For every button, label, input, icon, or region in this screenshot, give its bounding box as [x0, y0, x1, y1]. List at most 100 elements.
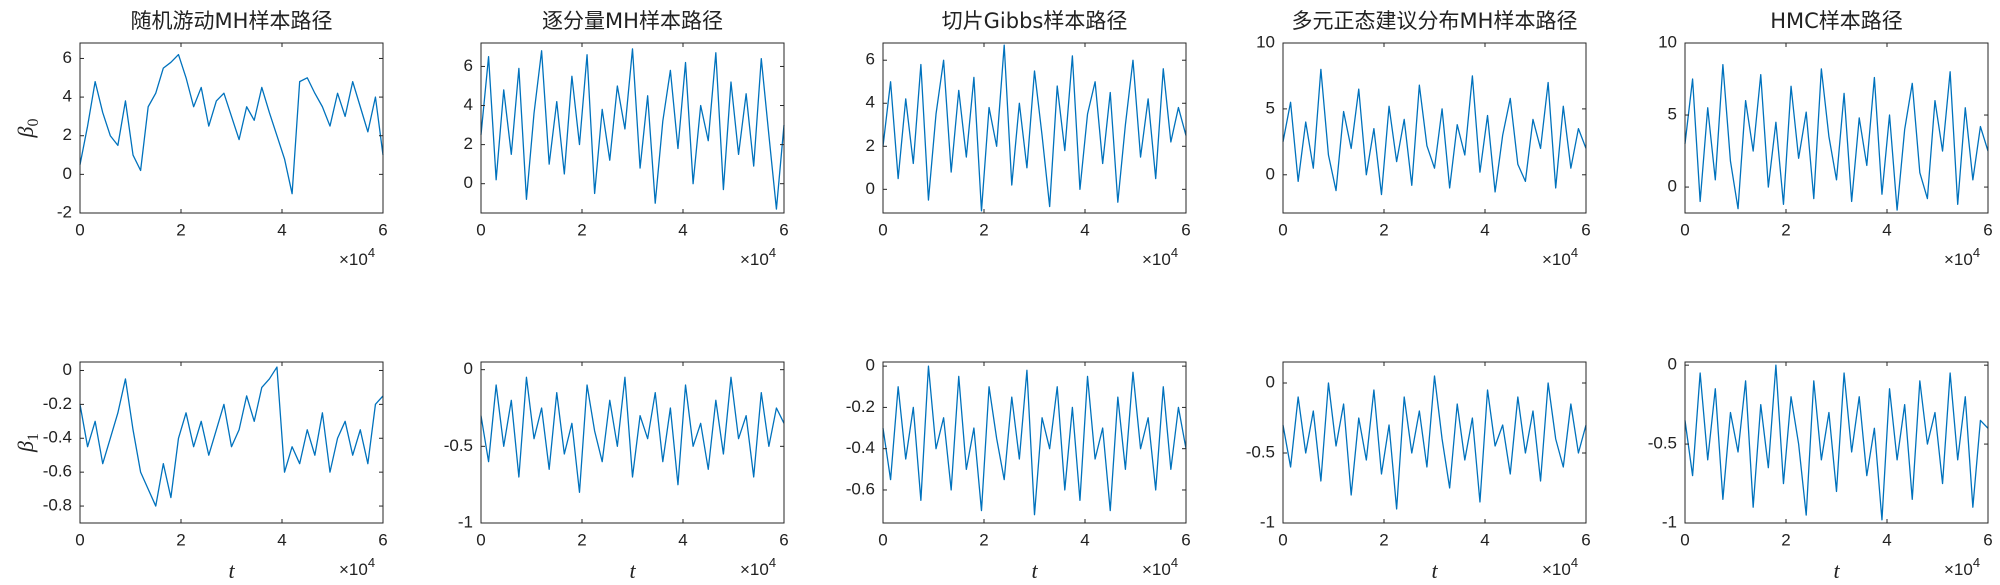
subplot: 0 2 4 6-0.6-0.4-0.20t ×104 — [846, 356, 1191, 583]
x-multiplier: ×104 — [339, 245, 375, 269]
subplot-title: 逐分量MH样本路径 — [542, 9, 723, 33]
x-tick-label: 6 — [1181, 530, 1190, 549]
x-tick-label: 4 — [1080, 530, 1089, 549]
trace-line — [480, 376, 785, 493]
y-tick-label: 2 — [866, 136, 875, 155]
x-tick-label: 0 — [1680, 530, 1689, 549]
y-tick-label: 4 — [63, 87, 72, 106]
y-tick-label: 0 — [63, 360, 72, 379]
x-tick-label: 4 — [1480, 220, 1489, 239]
plot-area — [883, 43, 1186, 213]
trace-line — [1282, 68, 1587, 196]
x-multiplier: ×104 — [1542, 245, 1578, 269]
plot-area — [1283, 43, 1586, 213]
plot-area — [481, 43, 784, 213]
x-tick-label: 6 — [779, 530, 788, 549]
x-tick-label: 4 — [277, 220, 286, 239]
y-tick-label: 5 — [1668, 105, 1677, 124]
subplot-title: HMC样本路径 — [1770, 9, 1903, 33]
plot-area — [80, 43, 383, 213]
y-tick-label: 10 — [1256, 32, 1275, 51]
axes-box — [480, 42, 785, 214]
x-multiplier-base: ×10 — [1542, 250, 1571, 269]
x-tick-label: 0 — [1278, 530, 1287, 549]
x-tick-label: 2 — [176, 530, 185, 549]
y-tick-label: -1 — [1662, 512, 1677, 531]
y-axis-label: β1 — [13, 433, 42, 453]
x-axis-label: t — [228, 558, 235, 583]
x-tick-label: 6 — [1581, 530, 1590, 549]
y-tick-label: -0.6 — [846, 479, 875, 498]
x-tick-label: 2 — [979, 220, 988, 239]
plot-area — [1283, 362, 1586, 523]
y-tick-label: -0.8 — [43, 496, 72, 515]
x-multiplier-base: ×10 — [339, 560, 368, 579]
x-axis-label: t — [1833, 558, 1840, 583]
axes-box — [480, 361, 785, 524]
x-multiplier-base: ×10 — [339, 250, 368, 269]
y-axis-label: β0 — [13, 119, 42, 139]
y-tick-label: 0 — [63, 164, 72, 183]
x-axis-label: t — [1431, 558, 1438, 583]
x-multiplier-base: ×10 — [1142, 250, 1171, 269]
y-tick-label: 6 — [464, 56, 473, 75]
axes-box — [882, 42, 1187, 214]
x-multiplier-exponent: 4 — [1571, 245, 1578, 260]
x-tick-label: 4 — [277, 530, 286, 549]
x-tick-label: 6 — [1983, 220, 1992, 239]
x-multiplier-base: ×10 — [740, 560, 769, 579]
axes-box — [1282, 361, 1587, 524]
x-tick-label: 0 — [878, 530, 887, 549]
x-multiplier-exponent: 4 — [769, 555, 776, 570]
x-tick-label: 2 — [1781, 530, 1790, 549]
trace-line — [882, 365, 1187, 516]
y-axis-symbol: β — [13, 126, 38, 138]
trace-line — [882, 44, 1187, 212]
y-tick-label: -1 — [458, 512, 473, 531]
trace-line — [79, 53, 384, 195]
y-tick-label: -0.5 — [1246, 442, 1275, 461]
x-tick-label: 2 — [577, 530, 586, 549]
x-multiplier-exponent: 4 — [1973, 245, 1980, 260]
x-tick-label: 2 — [577, 220, 586, 239]
x-axis-label: t — [629, 558, 636, 583]
x-multiplier: ×104 — [1142, 555, 1178, 579]
x-multiplier: ×104 — [740, 245, 776, 269]
x-multiplier-exponent: 4 — [1171, 555, 1178, 570]
x-tick-label: 2 — [1379, 220, 1388, 239]
y-tick-label: 2 — [63, 125, 72, 144]
y-tick-label: -0.6 — [43, 462, 72, 481]
x-multiplier-base: ×10 — [1944, 250, 1973, 269]
y-tick-label: 6 — [866, 50, 875, 69]
y-tick-label: -0.4 — [43, 428, 72, 447]
x-tick-label: 4 — [678, 530, 687, 549]
y-tick-label: 0 — [1668, 355, 1677, 374]
y-tick-label: 0 — [1266, 372, 1275, 391]
axes-box — [1684, 361, 1989, 524]
y-tick-label: -0.5 — [444, 436, 473, 455]
y-tick-label: 0 — [1266, 164, 1275, 183]
x-multiplier: ×104 — [1142, 245, 1178, 269]
trace-line — [1684, 63, 1989, 211]
axes-box — [79, 42, 384, 214]
subplot-title: 多元正态建议分布MH样本路径 — [1292, 9, 1578, 33]
x-multiplier-base: ×10 — [740, 250, 769, 269]
x-multiplier-base: ×10 — [1542, 560, 1571, 579]
x-tick-label: 4 — [678, 220, 687, 239]
subplot-title: 切片Gibbs样本路径 — [942, 9, 1128, 33]
trace-line — [79, 366, 384, 507]
x-tick-label: 6 — [1181, 220, 1190, 239]
y-axis-symbol: β — [13, 441, 38, 453]
axes-box — [1282, 42, 1587, 214]
y-tick-label: 0 — [464, 359, 473, 378]
y-tick-label: -0.2 — [846, 397, 875, 416]
x-tick-label: 6 — [779, 220, 788, 239]
x-tick-label: 0 — [1278, 220, 1287, 239]
y-axis-subscript: 0 — [25, 119, 42, 127]
plot-area — [481, 362, 784, 523]
y-tick-label: -0.5 — [1648, 434, 1677, 453]
y-tick-label: -1 — [1260, 512, 1275, 531]
